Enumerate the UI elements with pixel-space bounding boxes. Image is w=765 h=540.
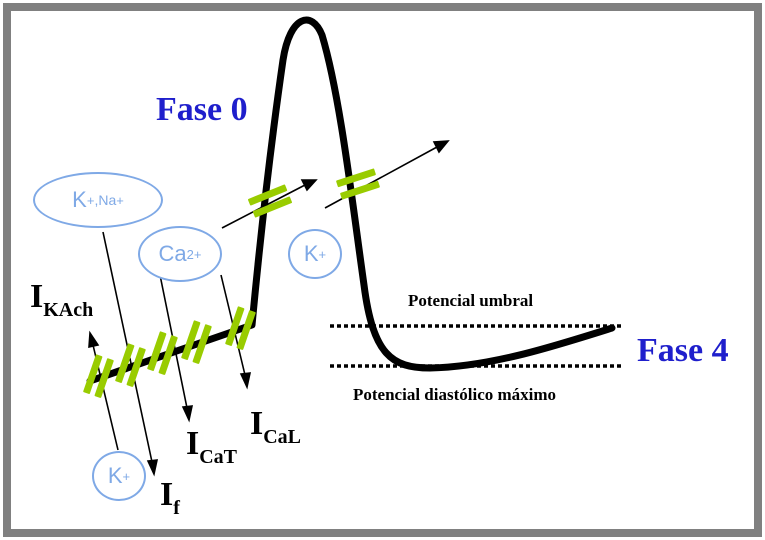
ion-na-symbol: Na xyxy=(98,192,117,208)
channel-1 xyxy=(83,354,114,398)
ion-k-na-ellipse: K +, Na + xyxy=(33,172,163,228)
ion-k-bottom-symbol: K xyxy=(107,463,123,488)
current-if-main: I xyxy=(160,476,174,513)
ion-separator: , xyxy=(94,192,99,208)
arrowhead-ical xyxy=(239,372,252,390)
action-potential-curve xyxy=(86,16,616,385)
current-ical-main: I xyxy=(250,405,264,442)
arrowhead-ikach xyxy=(88,330,100,349)
frame-border xyxy=(3,3,762,537)
arrowhead-upper-left xyxy=(300,179,318,192)
ion-k-bottom-ellipse: K + xyxy=(92,451,146,501)
channel-4 xyxy=(181,320,212,364)
threshold-potential-label: Potencial umbral xyxy=(408,291,534,310)
current-icat-label: ICaT xyxy=(186,425,237,468)
ion-k-bottom-charge: + xyxy=(122,468,131,484)
ion-k-right-ellipse: K + xyxy=(288,229,342,279)
channel-5 xyxy=(225,306,256,350)
ion-k-right-symbol: K xyxy=(303,241,319,266)
ion-ca-ellipse: Ca 2+ xyxy=(138,226,222,282)
arrow-upper-right xyxy=(324,146,438,209)
ion-k-symbol: K xyxy=(72,187,87,212)
channel-upstroke xyxy=(248,184,292,218)
current-icat-sub: CaT xyxy=(199,446,238,468)
channel-3 xyxy=(147,331,178,375)
ion-na-charge: + xyxy=(116,192,124,208)
current-ical-label: ICaL xyxy=(250,405,301,448)
current-ikach-label: IKAch xyxy=(30,278,93,321)
arrowhead-upper-right xyxy=(432,140,450,154)
current-if-sub: f xyxy=(173,497,180,519)
ion-k-right-charge: + xyxy=(318,246,327,262)
ion-channels xyxy=(83,168,380,398)
current-ikach-sub: KAch xyxy=(43,299,94,321)
ion-k-charge: + xyxy=(86,192,95,208)
current-icat-main: I xyxy=(186,425,200,462)
arrow-upper-left xyxy=(221,184,306,229)
channel-2 xyxy=(115,343,146,387)
fase-0-label: Fase 0 xyxy=(156,91,248,128)
current-if-label: If xyxy=(160,476,180,519)
current-ikach-main: I xyxy=(30,278,44,315)
ion-ca-charge: 2+ xyxy=(186,246,202,262)
channel-repolarization xyxy=(336,168,380,200)
ion-ca-symbol: Ca xyxy=(158,241,187,266)
arrowhead-if xyxy=(146,459,159,477)
arrowhead-icat xyxy=(181,405,194,423)
fase-4-label: Fase 4 xyxy=(637,332,729,369)
current-ical-sub: CaL xyxy=(263,426,302,448)
max-diastolic-potential-label: Potencial diastólico máximo xyxy=(353,385,557,404)
